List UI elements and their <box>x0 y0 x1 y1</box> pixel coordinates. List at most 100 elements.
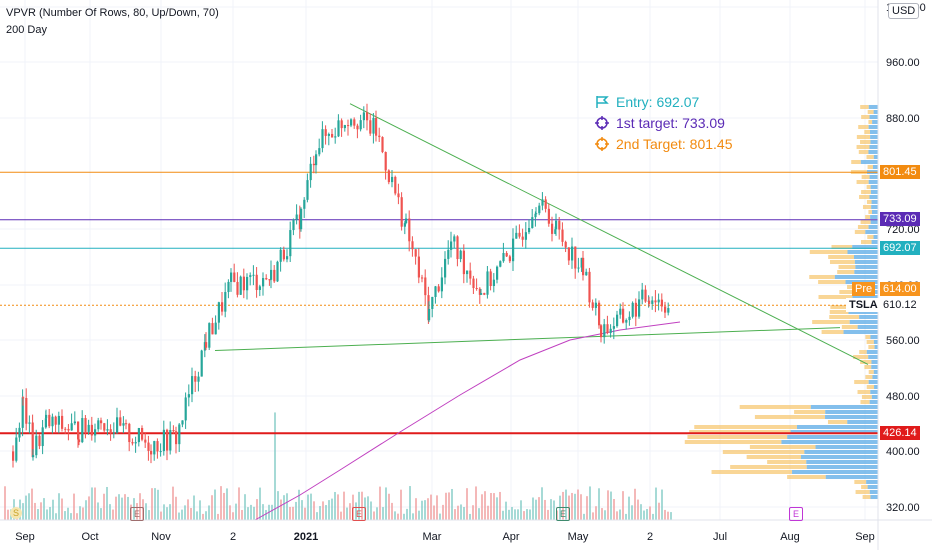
candle-body <box>582 257 585 276</box>
candle-body <box>594 302 597 308</box>
candle-body <box>469 270 472 279</box>
volume-profile-bar <box>722 450 805 454</box>
ma-indicator-label[interactable]: 200 Day <box>6 24 47 36</box>
volume-bar <box>118 494 120 520</box>
volume-profile-bar <box>864 365 872 369</box>
volume-bar <box>7 509 9 520</box>
volume-bar <box>604 510 606 520</box>
candle-body <box>187 394 190 398</box>
volume-profile-bar <box>872 120 878 124</box>
volume-profile-bar <box>857 325 878 329</box>
price-tag-entry: 692.07 <box>880 241 920 255</box>
volume-bar <box>451 488 453 520</box>
volume-profile-bar <box>815 445 878 449</box>
candle-body <box>524 232 527 240</box>
candle-body <box>616 314 619 327</box>
candle-body <box>141 427 144 440</box>
event-badge[interactable]: E <box>130 507 144 521</box>
candle-body <box>350 119 353 126</box>
price-tag-support: 426.14 <box>880 426 920 440</box>
volume-bar <box>469 513 471 520</box>
volume-profile-bar <box>869 115 878 119</box>
volume-bar <box>88 496 90 520</box>
volume-profile-bar <box>852 245 878 249</box>
volume-profile-bar <box>870 185 878 189</box>
candle-body <box>483 293 486 295</box>
candle-body <box>45 414 48 419</box>
candle-body <box>214 322 217 335</box>
candle-body <box>531 217 534 228</box>
candle-body <box>318 148 321 155</box>
candle-body <box>109 429 112 434</box>
candle-body <box>303 199 306 209</box>
x-tick-label: Jul <box>713 531 727 543</box>
x-tick-label: 2021 <box>294 531 318 543</box>
candle-body <box>434 286 437 297</box>
candle-body <box>309 163 312 181</box>
volume-profile-bar <box>866 200 872 204</box>
event-badge[interactable]: E <box>789 507 803 521</box>
volume-profile-bar <box>746 455 801 459</box>
candle-body <box>486 271 489 295</box>
volume-bar <box>115 496 117 520</box>
volume-bar <box>556 510 558 520</box>
volume-profile-bar <box>872 165 878 169</box>
volume-bar <box>361 491 363 520</box>
volume-bar <box>616 511 618 520</box>
event-badge[interactable]: E <box>352 507 366 521</box>
volume-profile-bar <box>821 330 844 334</box>
candle-body <box>405 218 408 224</box>
candle-body <box>499 261 502 267</box>
candle-body <box>577 267 580 269</box>
volume-bar <box>163 504 165 520</box>
volume-bar <box>613 499 615 520</box>
candle-body <box>249 275 252 277</box>
event-badge[interactable]: S <box>10 507 22 519</box>
candle-body <box>15 437 18 461</box>
candle-body <box>331 133 334 138</box>
volume-bar <box>325 505 327 520</box>
volume-profile-bar <box>825 410 878 414</box>
volume-bar <box>481 494 483 520</box>
event-badge[interactable]: E <box>556 507 570 521</box>
volume-bar <box>397 513 399 520</box>
candle-body <box>538 205 541 214</box>
volume-bar <box>610 491 612 520</box>
volume-bar <box>664 509 666 520</box>
volume-bar <box>37 509 39 520</box>
volume-profile-bar <box>869 145 878 149</box>
volume-bar <box>130 504 132 520</box>
volume-bar <box>625 513 627 520</box>
volume-bar <box>337 494 339 520</box>
volume-profile-bar <box>867 110 874 114</box>
volume-bar <box>256 499 258 520</box>
candle-body <box>456 236 459 260</box>
volume-bar <box>340 511 342 520</box>
volume-profile-bar <box>806 465 878 469</box>
candle-body <box>660 299 663 307</box>
volume-bar <box>64 511 66 520</box>
volume-profile-bar <box>711 470 793 474</box>
candle-body <box>547 208 550 224</box>
volume-profile-bar <box>853 355 869 359</box>
candle-body <box>667 308 670 313</box>
candle-body <box>638 299 641 317</box>
volume-bar <box>448 492 450 520</box>
currency-button[interactable]: USD <box>888 3 920 19</box>
volume-bar <box>634 488 636 520</box>
volume-profile-bar <box>866 185 871 189</box>
vpvr-indicator-label[interactable]: VPVR (Number Of Rows, 80, Up/Down, 70) <box>6 7 219 19</box>
volume-bar <box>331 498 333 520</box>
crosshair-icon <box>595 137 609 151</box>
candle-body <box>387 170 390 183</box>
volume-bar <box>208 505 210 520</box>
volume-bar <box>565 489 567 520</box>
volume-bar <box>574 493 576 520</box>
candle-body <box>428 308 431 321</box>
volume-bar <box>67 507 69 520</box>
volume-profile-bar <box>854 380 869 384</box>
volume-bar <box>166 507 168 520</box>
volume-bar <box>70 513 72 520</box>
volume-profile-bar <box>870 215 878 219</box>
